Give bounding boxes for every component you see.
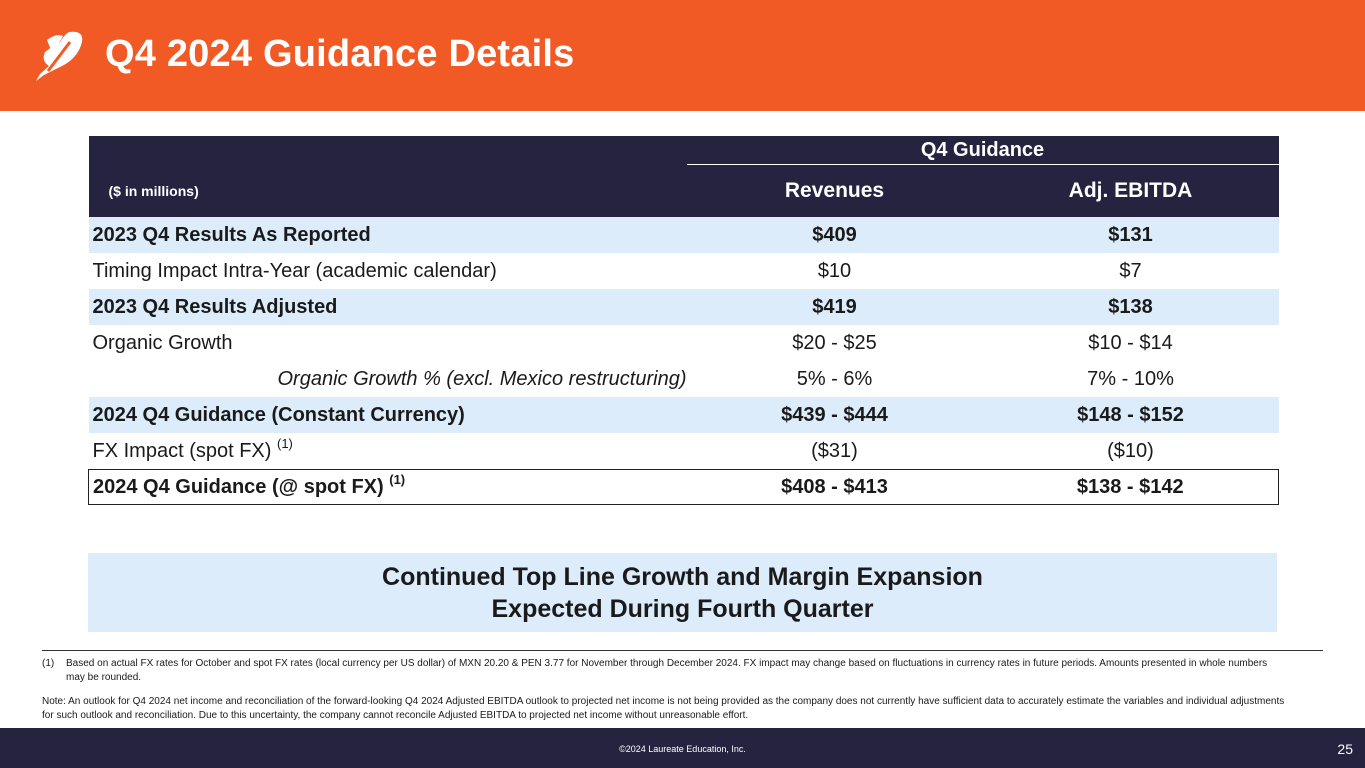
revenues-value: $10 [817, 259, 852, 282]
revenues-value: $409 [686, 217, 983, 253]
ebitda-value: $138 [982, 289, 1279, 325]
revenues-value: $408 - $413 [686, 469, 983, 505]
revenues-value: $20 - $25 [792, 331, 877, 354]
table-row: Organic Growth $20 - $25 $10 - $14 [89, 325, 1279, 361]
row-label-cell: FX Impact (spot FX) (1) [89, 433, 687, 470]
table-row: 2023 Q4 Results Adjusted $419 $138 [88, 289, 1279, 325]
revenues-value: $439 - $444 [686, 397, 983, 433]
revenues-value: 5% - 6% [796, 367, 873, 390]
copyright: ©2024 Laureate Education, Inc. [619, 744, 746, 754]
table-header-row: ($ in millions) Revenues Adj. EBITDA [88, 164, 1279, 217]
table-row: FX Impact (spot FX) (1) ($31) ($10) [89, 433, 1279, 470]
table-row-final-guidance: 2024 Q4 Guidance (@ spot FX) (1) $408 - … [88, 469, 1279, 505]
row-label: Organic Growth [92, 331, 233, 354]
footnote-1-marker: (1) [42, 658, 55, 669]
footnote-divider [42, 650, 1323, 651]
ebitda-value: $138 - $142 [982, 469, 1279, 505]
page-number: 25 [1337, 741, 1353, 757]
ebitda-value: $148 - $152 [982, 397, 1279, 433]
ebitda-value: $131 [982, 217, 1279, 253]
ebitda-value: 7% - 10% [1087, 367, 1174, 390]
page-title: Q4 2024 Guidance Details [105, 33, 575, 75]
revenues-value: $419 [686, 289, 983, 325]
table-row: 2024 Q4 Guidance (Constant Currency) $43… [88, 397, 1279, 433]
leaf-logo-icon [36, 31, 83, 81]
footnotes: (1) Based on actual FX rates for October… [42, 657, 1287, 723]
table-row: Organic Growth % (excl. Mexico restructu… [89, 361, 1279, 397]
footnote-1-text: Based on actual FX rates for October and… [66, 658, 1268, 683]
q4-guidance-header: Q4 Guidance [686, 136, 1279, 165]
adj-ebitda-column-header: Adj. EBITDA [982, 164, 1279, 217]
ebitda-value: $7 [1119, 259, 1142, 282]
guidance-table: Q4 Guidance ($ in millions) Revenues Adj… [88, 136, 1279, 505]
table-header-group-row: Q4 Guidance [88, 136, 1279, 165]
row-label-cell: 2024 Q4 Guidance (@ spot FX) (1) [88, 469, 687, 505]
units-label: ($ in millions) [88, 164, 687, 217]
revenues-column-header: Revenues [686, 164, 983, 217]
footer-bar [0, 728, 1365, 768]
row-label: 2024 Q4 Guidance (@ spot FX) [93, 475, 384, 498]
footnote-marker: (1) [389, 471, 406, 487]
row-label: Timing Impact Intra-Year (academic calen… [92, 259, 497, 282]
note-text: Note: An outlook for Q4 2024 net income … [42, 696, 1285, 721]
table-row: Timing Impact Intra-Year (academic calen… [89, 253, 1279, 289]
row-label: FX Impact (spot FX) [92, 439, 272, 462]
row-label: 2023 Q4 Results Adjusted [88, 289, 687, 325]
table-row: 2023 Q4 Results As Reported $409 $131 [88, 217, 1279, 253]
callout-line-1: Continued Top Line Growth and Margin Exp… [382, 563, 983, 591]
revenues-value: ($31) [811, 439, 858, 462]
header-bar: Q4 2024 Guidance Details [0, 0, 1365, 111]
callout-line-2: Expected During Fourth Quarter [491, 595, 874, 623]
ebitda-value: ($10) [1107, 439, 1154, 462]
row-label: Organic Growth % (excl. Mexico restructu… [277, 367, 687, 390]
row-label: 2024 Q4 Guidance (Constant Currency) [88, 397, 687, 433]
callout-box: Continued Top Line Growth and Margin Exp… [88, 553, 1277, 632]
row-label: 2023 Q4 Results As Reported [88, 217, 687, 253]
ebitda-value: $10 - $14 [1088, 331, 1173, 354]
footnote-marker: (1) [277, 435, 293, 451]
footnote-1: (1) Based on actual FX rates for October… [42, 657, 1287, 685]
